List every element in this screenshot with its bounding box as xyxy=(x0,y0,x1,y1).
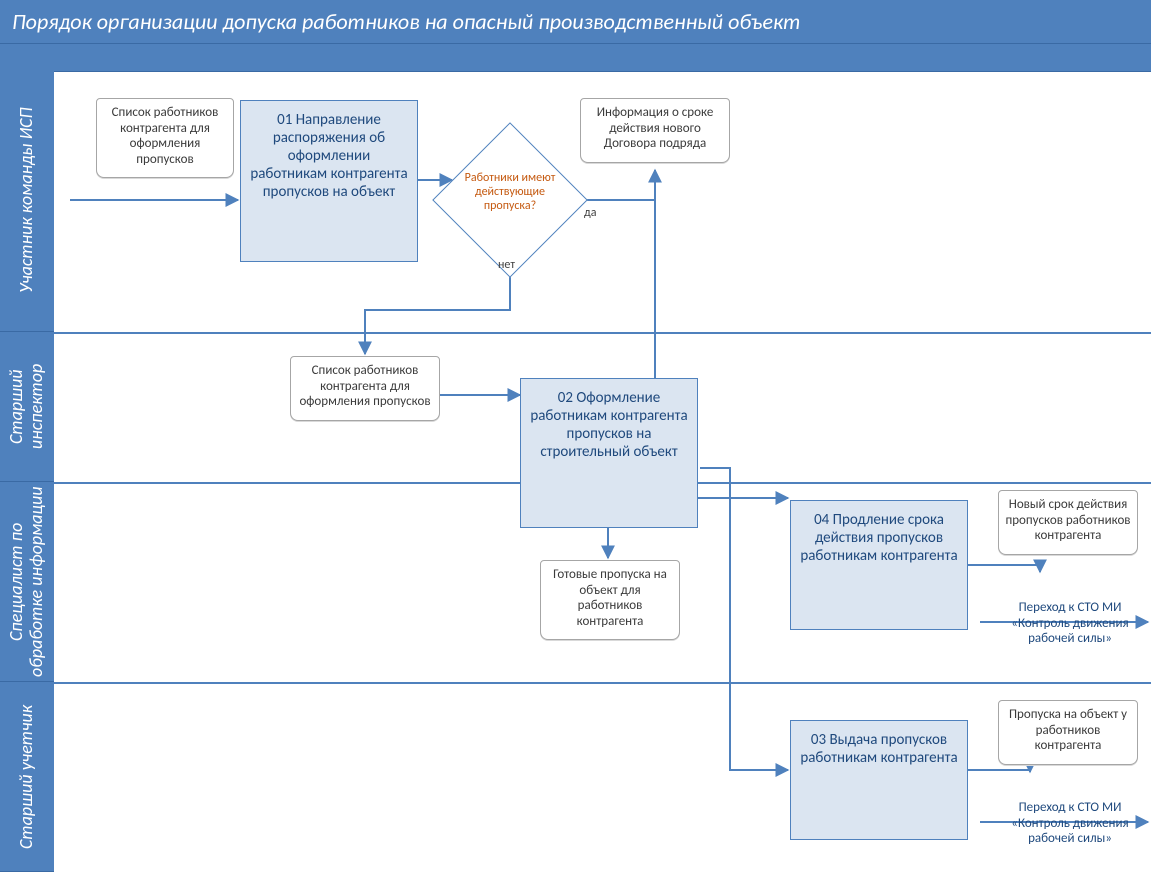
doc-ready-passes: Готовые пропуска на объект для работнико… xyxy=(540,560,680,640)
doc-worker-list-2: Список работников контрагента для оформл… xyxy=(290,356,440,421)
lane-divider xyxy=(54,682,1151,684)
doc-worker-list-1: Список работников контрагента для оформл… xyxy=(96,98,234,178)
decision-no-label: нет xyxy=(498,258,515,272)
link-sto-1: Переход к СТО МИ «Контроль движения рабо… xyxy=(990,600,1150,647)
decision-text: Работники имеют действующие пропуска? xyxy=(450,172,570,213)
doc-contract-info: Информация о сроке действия нового Догов… xyxy=(580,98,730,163)
diagram-title: Порядок организации допуска работников н… xyxy=(0,0,1151,44)
process-01: 01 Направление распоряжения об оформлени… xyxy=(240,100,418,262)
process-04: 04 Продление срока действия пропусков ра… xyxy=(790,500,968,630)
lane-label-3: Специалист по обработке информации xyxy=(0,482,54,682)
lane-label-4: Старший учетчик xyxy=(0,682,54,872)
lane-divider xyxy=(54,332,1151,334)
header-spacer xyxy=(0,44,1151,72)
doc-new-validity: Новый срок действия пропусков работников… xyxy=(998,490,1138,555)
link-sto-2: Переход к СТО МИ «Контроль движения рабо… xyxy=(990,800,1150,847)
process-03: 03 Выдача пропусков работникам контраген… xyxy=(790,720,968,840)
process-02: 02 Оформление работникам контрагента про… xyxy=(520,378,698,528)
doc-passes-at-workers: Пропуска на объект у работников контраге… xyxy=(998,700,1138,765)
decision-yes-label: да xyxy=(584,206,596,220)
lane-label-2: Старший инспектор xyxy=(0,332,54,482)
lane-label-1: Участник команды ИСП xyxy=(0,70,54,332)
